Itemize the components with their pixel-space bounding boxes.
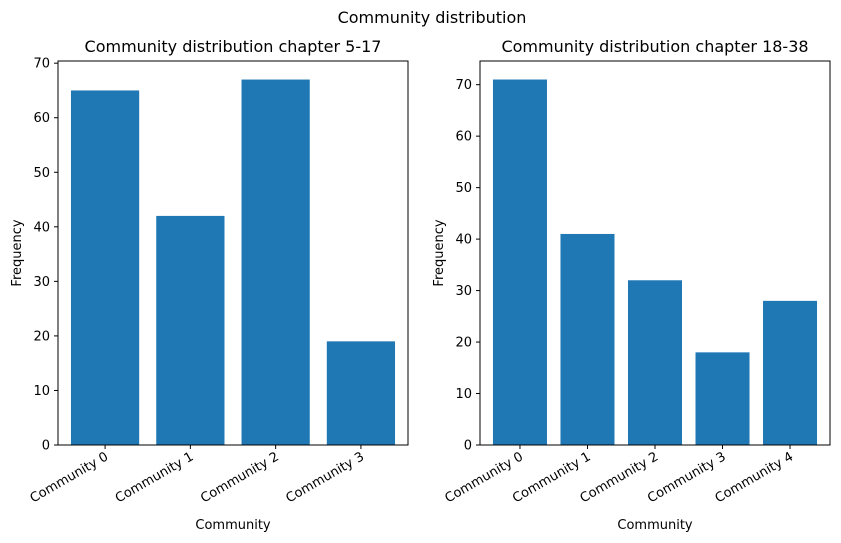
- bar-right-1: [560, 233, 615, 445]
- plot-frame-left: [57, 60, 409, 446]
- y-axis-label-right: Frequency: [432, 219, 447, 286]
- bars-left: [70, 79, 396, 446]
- y-tick-label: 10: [455, 387, 472, 402]
- x-tick-label: Community 2: [198, 449, 281, 506]
- chart-panel-right: Community distribution chapter 18-38 0 10…: [432, 37, 831, 533]
- y-tick-label: 0: [464, 439, 472, 454]
- y-axis-label-left: Frequency: [10, 219, 25, 286]
- x-axis-left: Community 0 Community 1 Community 2 Communi…: [28, 445, 367, 506]
- chart-title-left: Community distribution chapter 5-17: [85, 37, 382, 56]
- bars-right: [492, 79, 818, 445]
- bar-right-3: [695, 352, 750, 445]
- x-tick-label: Community 0: [28, 449, 111, 506]
- y-tick-label: 30: [455, 284, 472, 299]
- y-axis-left: 0 10 20 30 40 50 60 70: [33, 57, 58, 454]
- y-tick-label: 40: [455, 233, 472, 248]
- y-tick-label: 60: [455, 130, 472, 145]
- bar-left-0: [70, 90, 140, 445]
- y-tick-label: 30: [33, 275, 50, 290]
- y-tick-label: 60: [33, 111, 50, 126]
- bar-left-2: [241, 79, 310, 446]
- chart-title-right: Community distribution chapter 18-38: [501, 37, 808, 56]
- y-tick-label: 40: [33, 220, 50, 235]
- y-tick-label: 70: [455, 78, 472, 93]
- plot-frame-right: [479, 60, 831, 446]
- y-tick-label: 50: [33, 166, 50, 181]
- bar-right-2: [627, 280, 682, 445]
- x-axis-label-right: Community: [617, 518, 693, 533]
- bar-left-1: [156, 215, 225, 445]
- x-axis-label-left: Community: [195, 518, 271, 533]
- x-tick-label: Community 1: [113, 449, 196, 506]
- bar-right-0: [492, 79, 547, 445]
- y-tick-label: 50: [455, 181, 472, 196]
- y-tick-label: 10: [33, 384, 50, 399]
- y-tick-label: 70: [33, 57, 50, 72]
- bar-left-3: [326, 341, 396, 445]
- chart-panel-left: Community distribution chapter 5-17 0 10 2…: [10, 37, 409, 533]
- bar-right-4: [763, 300, 818, 445]
- y-tick-label: 20: [33, 329, 50, 344]
- y-tick-label: 0: [42, 439, 50, 454]
- figure-suptitle: Community distribution: [338, 8, 527, 27]
- y-tick-label: 20: [455, 336, 472, 351]
- x-tick-label: Community 3: [284, 449, 367, 506]
- y-axis-right: 0 10 20 30 40 50 60 70: [455, 78, 480, 454]
